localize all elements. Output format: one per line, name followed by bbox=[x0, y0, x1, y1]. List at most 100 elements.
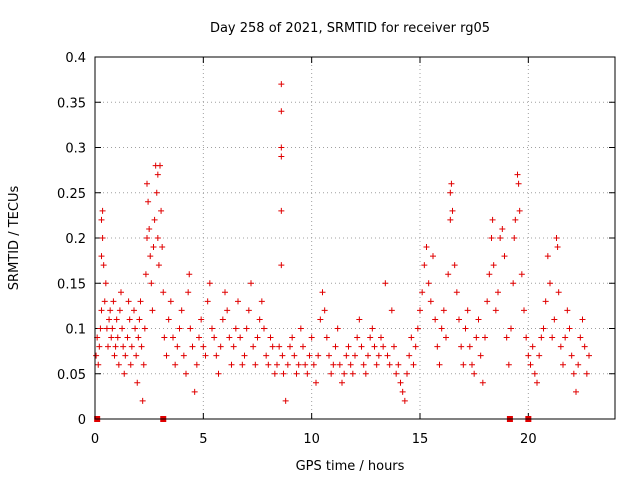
data-point bbox=[180, 352, 187, 359]
y-tick-label: 0.15 bbox=[57, 277, 86, 292]
data-point bbox=[345, 343, 352, 350]
data-point bbox=[187, 325, 194, 332]
data-point bbox=[278, 108, 285, 115]
data-point bbox=[486, 271, 493, 278]
data-point bbox=[538, 334, 545, 341]
data-point bbox=[144, 235, 150, 241]
data-point bbox=[98, 216, 105, 223]
data-point bbox=[378, 334, 384, 341]
data-point bbox=[149, 307, 156, 314]
data-point bbox=[469, 361, 475, 368]
data-point bbox=[510, 280, 517, 287]
data-point bbox=[158, 207, 165, 214]
data-point bbox=[185, 289, 192, 296]
data-point bbox=[347, 361, 354, 368]
data-point bbox=[239, 361, 246, 368]
data-point bbox=[245, 307, 252, 314]
x-tick-label: 10 bbox=[303, 432, 320, 447]
data-point bbox=[140, 361, 147, 368]
data-point bbox=[479, 379, 486, 386]
data-point bbox=[315, 352, 322, 359]
data-point bbox=[518, 271, 525, 278]
data-point bbox=[193, 361, 200, 368]
data-point bbox=[128, 343, 135, 350]
data-point bbox=[332, 343, 339, 350]
data-point bbox=[551, 316, 558, 323]
data-point bbox=[471, 370, 478, 377]
data-point bbox=[280, 370, 287, 377]
data-point bbox=[120, 343, 127, 350]
data-point bbox=[136, 316, 143, 323]
data-point bbox=[414, 325, 421, 332]
data-point bbox=[109, 325, 116, 332]
x-tick-label: 20 bbox=[520, 432, 537, 447]
data-point bbox=[393, 370, 400, 377]
data-point bbox=[436, 361, 443, 368]
data-point bbox=[395, 361, 402, 368]
data-point bbox=[146, 225, 153, 232]
data-point bbox=[209, 325, 215, 332]
data-point bbox=[131, 307, 137, 314]
data-point bbox=[475, 316, 482, 323]
data-point bbox=[453, 289, 460, 296]
data-point bbox=[278, 153, 285, 160]
data-point bbox=[408, 334, 415, 341]
data-point bbox=[224, 307, 231, 314]
data-point bbox=[107, 307, 114, 314]
data-point bbox=[419, 289, 426, 296]
y-tick-label: 0.1 bbox=[65, 323, 86, 338]
data-point bbox=[349, 370, 356, 377]
data-point bbox=[172, 361, 179, 368]
data-point bbox=[161, 334, 168, 341]
data-point bbox=[144, 180, 150, 187]
data-point bbox=[97, 325, 104, 332]
data-point bbox=[254, 334, 261, 341]
data-point bbox=[410, 361, 417, 368]
data-point bbox=[306, 352, 313, 359]
data-point bbox=[365, 352, 371, 359]
data-point bbox=[542, 298, 549, 305]
data-point bbox=[317, 316, 324, 323]
data-point bbox=[581, 343, 588, 350]
x-axis-label: GPS time / hours bbox=[296, 459, 405, 474]
data-point bbox=[148, 280, 155, 287]
x-tick-label: 0 bbox=[91, 432, 99, 447]
data-point bbox=[95, 361, 102, 368]
data-point bbox=[339, 379, 345, 386]
data-point bbox=[153, 189, 160, 196]
data-point bbox=[575, 361, 582, 368]
data-point bbox=[477, 352, 484, 359]
data-point bbox=[440, 307, 447, 314]
data-point bbox=[186, 271, 193, 278]
data-point bbox=[456, 316, 462, 323]
data-point bbox=[488, 235, 495, 241]
data-point bbox=[326, 352, 332, 359]
data-point bbox=[278, 207, 285, 214]
data-point bbox=[122, 352, 129, 359]
data-point bbox=[399, 388, 406, 395]
data-point bbox=[495, 289, 501, 296]
data-point bbox=[544, 253, 551, 260]
data-point bbox=[108, 334, 115, 341]
data-point bbox=[269, 343, 276, 350]
data-point bbox=[448, 180, 455, 187]
data-point bbox=[308, 334, 315, 341]
data-point bbox=[564, 307, 571, 314]
data-point bbox=[313, 379, 319, 386]
y-tick-label: 0.05 bbox=[57, 368, 86, 383]
data-point bbox=[295, 361, 302, 368]
data-point bbox=[557, 343, 564, 350]
data-point bbox=[525, 352, 532, 359]
data-point bbox=[505, 361, 512, 368]
data-point bbox=[132, 325, 139, 332]
data-point bbox=[451, 262, 458, 269]
data-point bbox=[256, 316, 263, 323]
data-point bbox=[276, 343, 283, 350]
data-point bbox=[341, 370, 348, 377]
y-tick-label: 0.25 bbox=[57, 187, 86, 202]
data-point bbox=[297, 325, 304, 332]
data-point bbox=[489, 216, 496, 223]
data-point bbox=[125, 298, 132, 305]
data-point bbox=[127, 361, 134, 368]
data-point bbox=[343, 352, 350, 359]
